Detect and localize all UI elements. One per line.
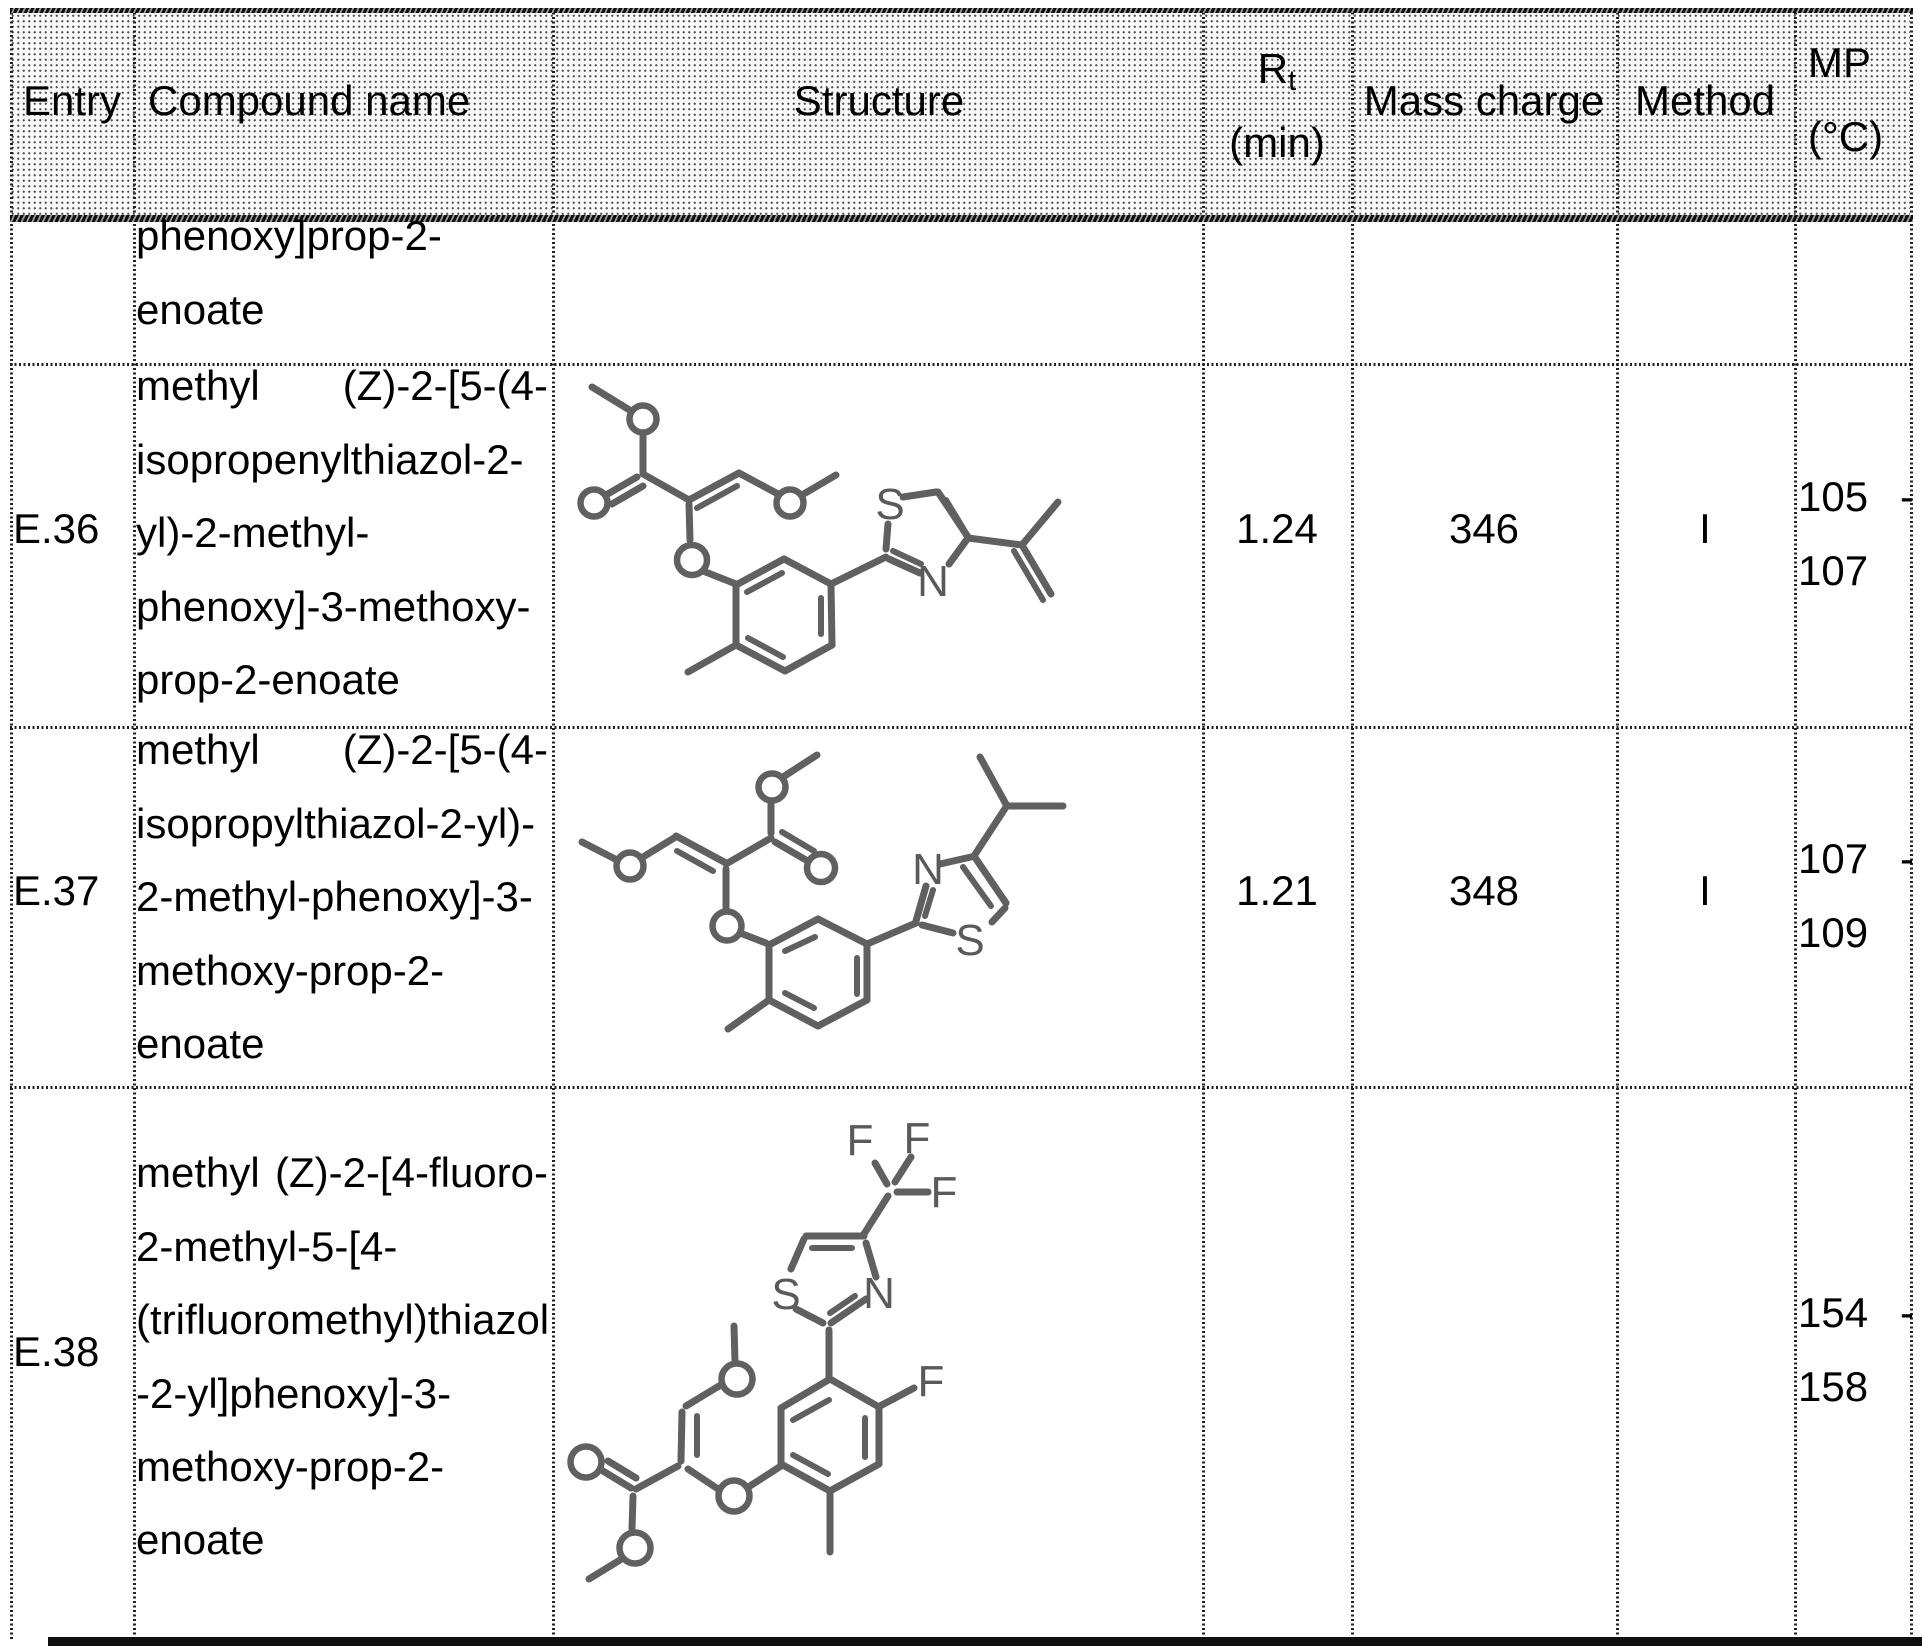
svg-text:S: S bbox=[875, 480, 904, 529]
svg-text:F: F bbox=[918, 1357, 945, 1406]
svg-text:S: S bbox=[955, 916, 984, 965]
svg-text:N: N bbox=[863, 1269, 895, 1318]
svg-text:S: S bbox=[771, 1270, 800, 1319]
svg-text:N: N bbox=[917, 557, 949, 606]
svg-text:F: F bbox=[931, 1168, 958, 1217]
svg-text:F: F bbox=[847, 1116, 874, 1165]
svg-text:F: F bbox=[904, 1114, 931, 1163]
svg-text:N: N bbox=[912, 845, 944, 894]
